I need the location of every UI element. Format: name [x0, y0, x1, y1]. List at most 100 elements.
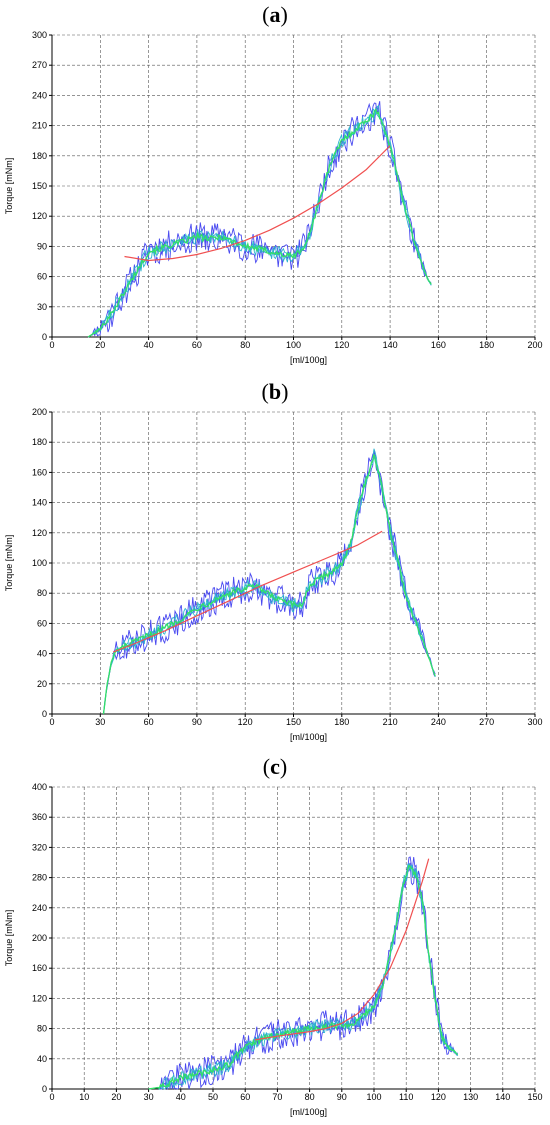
torque-trace-1 — [87, 101, 432, 338]
x-tick-label: 40 — [144, 340, 154, 350]
x-tick-label: 20 — [111, 1092, 121, 1102]
chart-b: 0 30 60 90 120 150 180 210 240 270 300 0 20 40 60 80 100… — [4, 407, 543, 742]
x-tick-label: 120 — [431, 1092, 446, 1102]
y-axis-label: Torque [mNm] — [4, 158, 14, 215]
torque-trace-4 — [148, 863, 459, 1090]
x-tick-label: 300 — [527, 717, 542, 727]
x-tick-label: 240 — [431, 717, 446, 727]
panel-c: (c) 0 10 20 30 40 50 60 70 80 90 100 110 120 130 140 15… — [0, 752, 550, 1125]
y-tick-label: 240 — [32, 90, 47, 100]
y-tick-label: 90 — [37, 241, 47, 251]
x-tick-label: 180 — [479, 340, 494, 350]
x-tick-label: 90 — [337, 1092, 347, 1102]
y-tick-label: 160 — [32, 467, 47, 477]
x-tick-label: 140 — [495, 1092, 510, 1102]
torque-trace-3 — [148, 863, 459, 1090]
y-tick-label: 180 — [32, 151, 47, 161]
x-tick-label: 140 — [383, 340, 398, 350]
torque-trace-1 — [103, 453, 436, 715]
torque-trace-2 — [87, 106, 432, 338]
y-tick-label: 100 — [32, 558, 47, 568]
x-tick-label: 90 — [192, 717, 202, 727]
torque-trace-5 — [148, 864, 459, 1090]
x-axis-label: [ml/100g] — [290, 355, 327, 365]
x-tick-label: 110 — [399, 1092, 413, 1102]
x-tick-label: 210 — [383, 717, 398, 727]
x-tick-label: 70 — [272, 1092, 282, 1102]
chart-c: 0 10 20 30 40 50 60 70 80 90 100 110 120 130 140 150 0 40… — [4, 782, 543, 1117]
panel-a-label: (a) — [262, 2, 288, 27]
y-tick-label: 0 — [42, 709, 47, 719]
x-tick-label: 130 — [463, 1092, 478, 1102]
x-tick-label: 60 — [240, 1092, 250, 1102]
y-tick-label: 200 — [32, 407, 47, 417]
torque-trace-2 — [103, 448, 436, 715]
x-tick-label: 270 — [479, 717, 494, 727]
y-tick-label: 40 — [37, 649, 47, 659]
fit-curve-b — [112, 530, 383, 653]
panel-a-letter: a — [269, 2, 281, 27]
y-tick-label: 20 — [37, 679, 47, 689]
x-tick-label: 100 — [366, 1092, 381, 1102]
torque-trace-4 — [103, 454, 436, 715]
x-tick-label: 60 — [144, 717, 154, 727]
y-tick-label: 120 — [32, 211, 47, 221]
torque-trace-5 — [102, 454, 436, 715]
y-tick-label: 240 — [32, 903, 47, 913]
y-tick-label: 160 — [32, 963, 47, 973]
y-tick-label: 40 — [37, 1054, 47, 1064]
torque-trace-3 — [87, 104, 432, 338]
x-axis-label: [ml/100g] — [290, 1107, 327, 1117]
y-tick-label: 280 — [32, 873, 47, 883]
x-axis-label: [ml/100g] — [290, 732, 327, 742]
y-tick-label: 180 — [32, 437, 47, 447]
x-tick-label: 40 — [176, 1092, 186, 1102]
x-tick-label: 160 — [431, 340, 446, 350]
x-tick-label: 0 — [49, 1092, 54, 1102]
x-tick-label: 100 — [286, 340, 301, 350]
y-tick-label: 400 — [32, 782, 47, 792]
x-tick-label: 150 — [527, 1092, 542, 1102]
x-tick-label: 0 — [49, 340, 54, 350]
torque-trace-3 — [103, 448, 436, 715]
grid-a — [52, 34, 536, 337]
x-tick-label: 0 — [49, 717, 54, 727]
x-tick-label: 80 — [305, 1092, 315, 1102]
grid-b — [52, 411, 536, 714]
x-tick-label: 20 — [95, 340, 105, 350]
x-tick-label: 120 — [238, 717, 253, 727]
y-tick-label: 60 — [37, 618, 47, 628]
panel-b-letter: b — [268, 379, 282, 404]
x-tick-label: 150 — [286, 717, 301, 727]
y-tick-label: 0 — [42, 332, 47, 342]
y-tick-label: 150 — [32, 181, 47, 191]
torque-trace-1 — [148, 856, 459, 1090]
y-axis-label: Torque [mNm] — [4, 535, 14, 592]
y-tick-label: 210 — [32, 121, 47, 131]
x-tick-label: 120 — [334, 340, 349, 350]
y-tick-label: 30 — [37, 302, 47, 312]
chart-a: 0 20 40 60 80 100 120 140 160 180 200 0 30 60 90 120 150… — [4, 30, 543, 365]
panel-c-letter: c — [270, 754, 280, 779]
panel-a: (a) 0 20 40 60 80 100 120 140 160 180 200 0 30 60 90 12… — [0, 0, 550, 375]
y-tick-label: 270 — [32, 60, 47, 70]
x-tick-label: 30 — [144, 1092, 154, 1102]
y-tick-label: 60 — [37, 272, 47, 282]
y-tick-label: 200 — [32, 933, 47, 943]
torque-trace-5 — [87, 107, 432, 338]
y-tick-label: 320 — [32, 842, 47, 852]
x-tick-label: 200 — [527, 340, 542, 350]
fit-curve-a — [124, 145, 391, 262]
y-tick-label: 120 — [32, 993, 47, 1003]
x-tick-label: 50 — [208, 1092, 218, 1102]
panel-c-label: (c) — [262, 754, 288, 779]
y-tick-label: 80 — [37, 1024, 47, 1034]
panel-b-label: (b) — [261, 379, 289, 404]
x-tick-label: 10 — [79, 1092, 89, 1102]
y-tick-label: 80 — [37, 588, 47, 598]
x-tick-label: 60 — [192, 340, 202, 350]
torque-trace-4 — [87, 109, 432, 338]
y-axis-label: Torque [mNm] — [4, 910, 14, 967]
x-tick-label: 30 — [95, 717, 105, 727]
x-tick-label: 80 — [240, 340, 250, 350]
